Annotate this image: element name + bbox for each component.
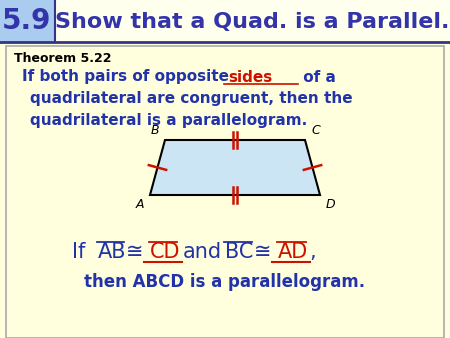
Text: If both pairs of opposite: If both pairs of opposite (22, 70, 234, 84)
Text: ≅: ≅ (254, 242, 271, 262)
Text: If: If (72, 242, 86, 262)
Text: quadrilateral is a parallelogram.: quadrilateral is a parallelogram. (30, 113, 307, 127)
Text: quadrilateral are congruent, then the: quadrilateral are congruent, then the (30, 92, 353, 106)
Text: A: A (135, 198, 144, 211)
Text: then ABCD is a parallelogram.: then ABCD is a parallelogram. (85, 273, 365, 291)
Text: and: and (183, 242, 222, 262)
Text: D: D (326, 198, 336, 211)
FancyBboxPatch shape (6, 46, 444, 338)
Text: ≅: ≅ (126, 242, 144, 262)
Text: 5.9: 5.9 (2, 7, 52, 35)
Text: B: B (150, 124, 159, 137)
Text: Theorem 5.22: Theorem 5.22 (14, 51, 112, 65)
Text: BC: BC (225, 242, 253, 262)
Text: ,: , (309, 242, 315, 262)
Polygon shape (150, 140, 320, 195)
Bar (0, 0, 55, 42)
Text: C: C (311, 124, 320, 137)
Text: Show that a Quad. is a Parallel.: Show that a Quad. is a Parallel. (55, 12, 449, 32)
Bar (55, 0, 450, 42)
Text: AB: AB (98, 242, 126, 262)
Text: sides: sides (228, 70, 272, 84)
Text: CD: CD (150, 242, 180, 262)
Text: of a: of a (298, 70, 336, 84)
Text: AD: AD (278, 242, 308, 262)
